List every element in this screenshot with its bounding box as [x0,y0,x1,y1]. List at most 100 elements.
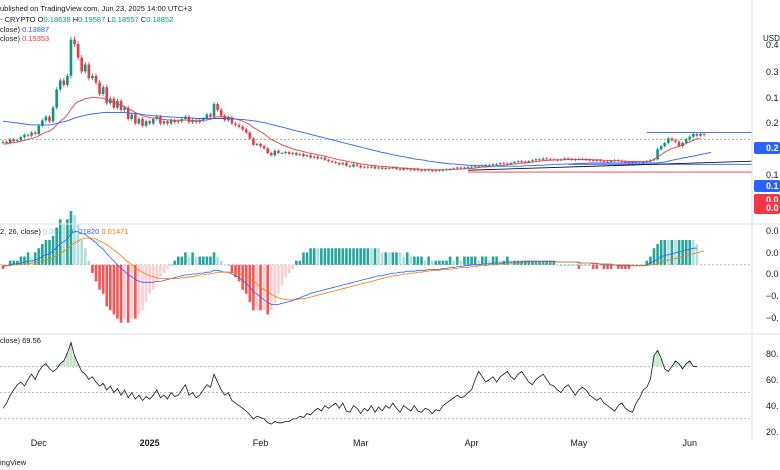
macd-histogram-bar [262,264,266,311]
macd-histogram-bar [362,248,366,265]
macd-histogram-bar [634,264,638,266]
candle-body [266,148,269,153]
macd-histogram-bar [58,219,62,265]
candle-body [141,118,144,126]
candle-body [219,109,223,116]
macd-histogram-bar [334,248,337,265]
macd-tick-label: −0. [766,291,779,301]
macd-signal-value: 0.01471 [101,227,129,236]
high-label: H [72,15,79,24]
macd-histogram-bar [219,260,223,265]
macd-histogram-bar [538,260,541,265]
macd-histogram-bar [606,264,609,269]
candle-body [237,124,241,127]
macd-histogram-bar [230,264,234,274]
ma-fast-line [3,97,701,171]
macd-histogram-bar [12,260,16,265]
candle-body [187,116,191,123]
macd-histogram-bar [548,260,552,265]
macd-histogram-bar [359,248,362,265]
macd-tick-label: 0.0 [766,269,779,279]
macd-line-value: 0.01820 [72,227,100,236]
macd-histogram-bar [137,264,141,315]
rsi-overbought-fill [69,342,73,367]
macd-histogram-bar [83,248,87,265]
candle-body [262,146,266,149]
candle-body [80,57,83,72]
candle-body [162,121,166,124]
macd-histogram-bar [388,252,391,265]
macd-histogram-bar [41,244,44,265]
close-value: 0.18852 [146,15,174,24]
macd-histogram-bar [574,264,577,266]
candle-body [405,168,409,170]
macd-histogram-bar [26,252,30,265]
rsi-overbought-fill [76,363,80,367]
macd-histogram-bar [588,264,591,266]
macd-histogram-bar [234,264,237,278]
macd-histogram-bar [327,248,330,265]
candle-body [323,157,327,160]
rsi-overbought-fill [72,355,77,367]
macd-histogram-bar [667,239,670,265]
macd-tick-label: 0.0 [766,248,779,258]
candle-body [19,137,23,141]
macd-histogram-bar [616,264,620,269]
candle-body [448,168,452,170]
candle-body [348,165,352,167]
macd-histogram-bar [377,248,380,265]
candle-body [377,167,380,169]
candle-body [473,165,477,167]
candle-body [280,153,284,154]
candle-body [176,121,180,123]
candle-body [58,80,62,90]
macd-histogram-bar [323,248,327,265]
rsi-value: 69.56 [22,336,41,345]
candle-body [134,114,137,124]
macd-histogram-bar [259,264,262,311]
macd-histogram-bar [656,244,659,265]
candle-body [159,116,162,124]
macd-histogram-bar [455,256,459,265]
macd-histogram-bar [641,264,645,266]
candle-body [255,143,259,145]
rsi-legend: close) 69.56 [0,336,41,345]
candle-body [241,126,244,130]
macd-histogram-bar [348,248,352,265]
macd-histogram-bar [176,256,180,265]
candle-body [8,139,12,144]
candle-body [563,158,566,160]
candle-body [352,164,355,167]
macd-histogram-bar [652,248,656,265]
macd-histogram-bar [692,239,695,265]
candle-body [513,162,516,163]
macd-histogram-bar [395,252,398,265]
candle-body [33,132,37,134]
macd-histogram-bar [534,260,538,265]
candle-body [144,121,148,126]
candle-body [430,170,434,172]
candle-body [434,170,438,172]
rsi-overbought-fill [44,363,48,367]
macd-histogram-bar [130,264,134,319]
price-pane [0,36,753,173]
candle-body [388,167,391,169]
macd-histogram-bar [413,256,416,265]
candle-body [112,98,116,108]
macd-histogram-bar [44,239,48,265]
macd-histogram-bar [463,256,466,265]
ma-slow-legend: close) 0.15353 [0,34,49,43]
candle-body [302,153,305,157]
candle-body [395,167,398,169]
price-badge-label: 0.1 [766,181,779,191]
macd-histogram-bar [223,264,227,266]
candle-body [202,118,205,121]
macd-histogram-bar [563,264,566,266]
macd-histogram-bar [169,264,173,266]
macd-histogram-bar [488,260,491,265]
macd-histogram-bar [216,256,219,265]
macd-histogram-bar [416,256,420,265]
candle-body [130,114,134,119]
candle-body [527,161,531,163]
